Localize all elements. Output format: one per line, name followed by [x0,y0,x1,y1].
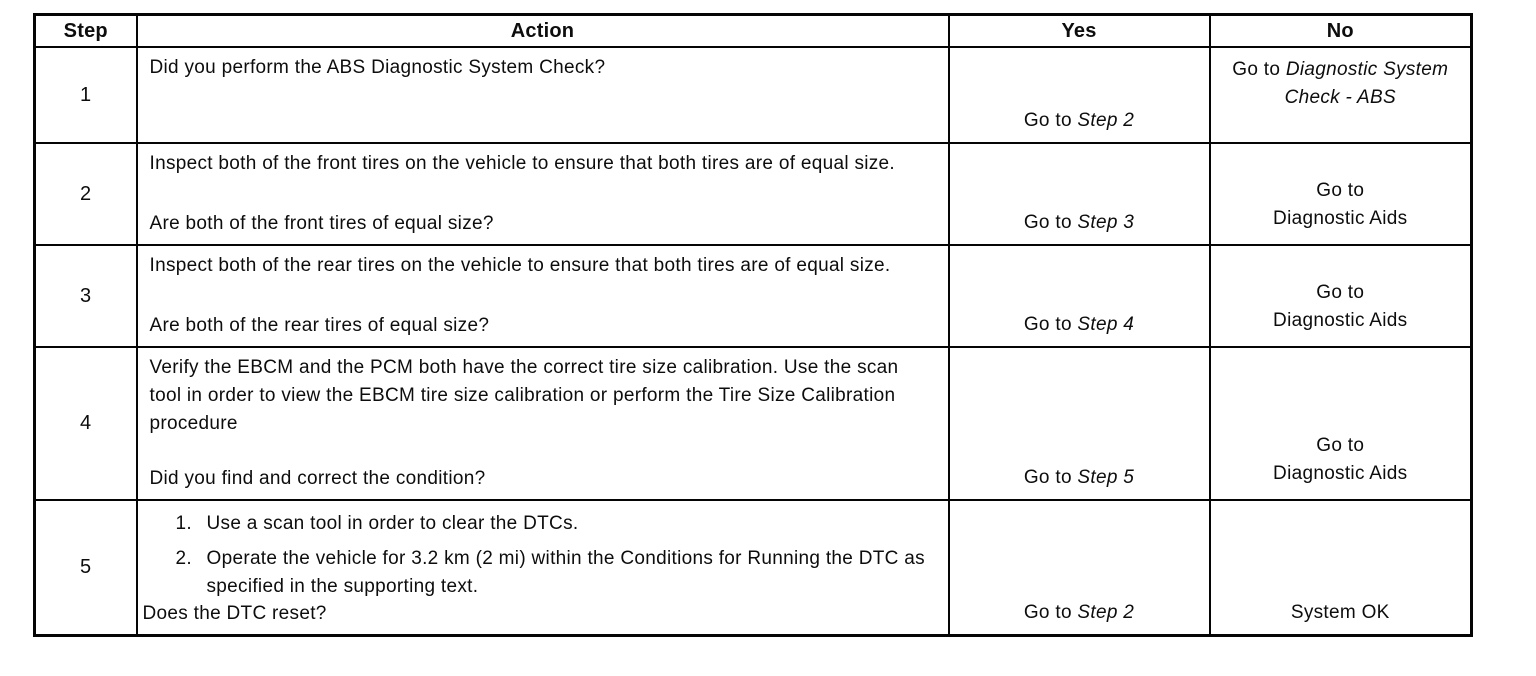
table-row-step-5: 5 1. Use a scan tool in order to clear t… [33,498,1473,637]
goto-reference: Diagnostic Aids [1273,309,1408,331]
action-cell: Did you perform the ABS Diagnostic Syste… [135,45,950,144]
no-cell: Go to Diagnostic Aids [1208,345,1473,501]
action-numbered-list: 1. Use a scan tool in order to clear the… [150,510,932,601]
goto-text: Go to [1023,313,1078,335]
action-question: Are both of the front tires of equal siz… [149,212,494,234]
list-item: 2. Operate the vehicle for 3.2 km (2 mi)… [176,545,932,601]
table-row-step-3: 3 Inspect both of the rear tires on the … [33,243,1473,348]
table-header-row: Step Action Yes No [33,13,1473,48]
step-number: 5 [33,498,138,637]
goto-reference: Diagnostic System Check - ABS [1284,58,1449,108]
table-row-step-1: 1 Did you perform the ABS Diagnostic Sys… [33,45,1473,144]
header-no: No [1208,13,1473,48]
action-cell: 1. Use a scan tool in order to clear the… [135,498,950,637]
header-action: Action [135,13,950,48]
goto-text: Go to [1023,109,1078,131]
goto-reference: Step 4 [1077,313,1135,335]
action-cell: Inspect both of the front tires on the v… [135,141,950,246]
goto-text: Go to [1232,58,1286,80]
action-question: Are both of the rear tires of equal size… [149,314,490,336]
goto-reference: Step 5 [1077,466,1135,488]
list-item-text: Use a scan tool in order to clear the DT… [206,512,579,534]
goto-text: Go to [1023,602,1078,623]
goto-text: Go to [1316,179,1365,201]
goto-text: Go to [1316,434,1365,456]
table-row-step-2: 2 Inspect both of the front tires on the… [33,141,1473,246]
goto-text: Go to [1023,466,1078,488]
step-number: 2 [33,141,138,246]
action-text: Inspect both of the rear tires on the ve… [149,254,891,276]
yes-cell: Go to Step 2 [947,498,1211,637]
yes-cell: Go to Step 4 [947,243,1211,348]
yes-cell: Go to Step 5 [947,345,1211,501]
diagnostic-table: Step Action Yes No 1 Did you perform the… [33,13,1473,637]
step-number: 3 [33,243,138,348]
action-text: Inspect both of the front tires on the v… [149,152,896,174]
table-row-step-4: 4 Verify the EBCM and the PCM both have … [33,345,1473,501]
no-cell: System OK [1208,498,1473,637]
action-cell: Inspect both of the rear tires on the ve… [135,243,950,348]
list-item-number: 2. [175,547,192,569]
no-cell: Go to Diagnostic Aids [1208,243,1473,348]
yes-cell: Go to Step 3 [947,141,1211,246]
step-number: 4 [33,345,138,501]
goto-reference: Step 2 [1077,602,1135,623]
status-text: System OK [1290,602,1390,623]
header-yes: Yes [947,13,1211,48]
header-step: Step [33,13,138,48]
no-cell: Go to Diagnostic System Check - ABS [1208,45,1473,144]
goto-text: Go to [1316,281,1365,303]
yes-cell: Go to Step 2 [947,45,1211,144]
step-number: 1 [33,45,138,144]
action-question: Does the DTC reset? [142,603,327,624]
list-item-number: 1. [175,512,192,534]
action-text: Did you perform the ABS Diagnostic Syste… [149,56,606,78]
action-text: Verify the EBCM and the PCM both have th… [149,356,899,434]
action-cell: Verify the EBCM and the PCM both have th… [135,345,950,501]
no-cell: Go to Diagnostic Aids [1208,141,1473,246]
goto-reference: Step 3 [1077,211,1135,233]
action-question: Did you find and correct the condition? [149,467,486,489]
list-item-text: Operate the vehicle for 3.2 km (2 mi) wi… [206,547,925,597]
goto-reference: Step 2 [1077,109,1135,131]
goto-reference: Diagnostic Aids [1273,207,1408,229]
goto-text: Go to [1023,211,1078,233]
list-item: 1. Use a scan tool in order to clear the… [176,510,932,538]
goto-reference: Diagnostic Aids [1273,462,1408,484]
